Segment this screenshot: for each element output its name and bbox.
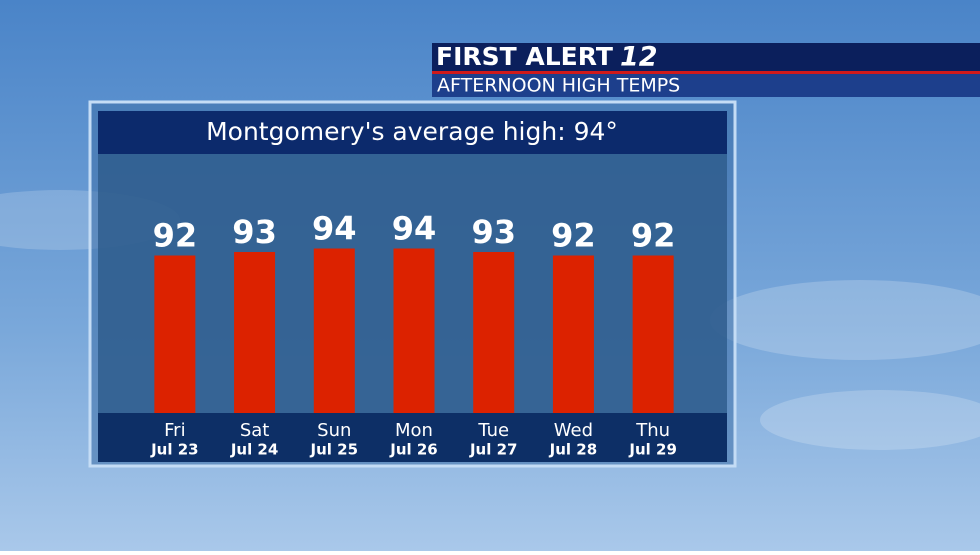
date-label: Jul 26 bbox=[389, 441, 438, 459]
value-label: 94 bbox=[312, 210, 357, 248]
date-label: Jul 23 bbox=[150, 441, 199, 459]
bar bbox=[632, 255, 674, 413]
header-stripe bbox=[432, 71, 980, 74]
bar bbox=[473, 252, 515, 413]
value-label: 94 bbox=[392, 210, 437, 248]
day-label: Sun bbox=[317, 420, 351, 441]
title-bar bbox=[98, 111, 727, 154]
channel-logo: 12 bbox=[620, 42, 658, 73]
date-label: Jul 27 bbox=[469, 441, 518, 459]
day-label: Sat bbox=[240, 420, 270, 441]
subtitle: AFTERNOON HIGH TEMPS bbox=[437, 75, 680, 97]
bar bbox=[154, 255, 196, 413]
bar bbox=[234, 252, 276, 413]
bar bbox=[393, 248, 435, 413]
value-label: 93 bbox=[232, 213, 277, 251]
day-label: Wed bbox=[554, 420, 593, 441]
bar bbox=[552, 255, 594, 413]
cloud bbox=[710, 280, 980, 360]
day-label: Tue bbox=[477, 420, 509, 441]
value-label: 92 bbox=[551, 217, 596, 255]
date-label: Jul 29 bbox=[628, 441, 677, 459]
day-label: Fri bbox=[164, 420, 185, 441]
date-label: Jul 25 bbox=[310, 441, 359, 459]
bar bbox=[313, 248, 355, 413]
label-strip bbox=[98, 413, 727, 462]
date-label: Jul 28 bbox=[549, 441, 598, 459]
value-label: 93 bbox=[471, 213, 516, 251]
date-label: Jul 24 bbox=[230, 441, 279, 459]
header-bar bbox=[432, 43, 980, 72]
cloud bbox=[760, 390, 980, 450]
chart-title: Montgomery's average high: 94° bbox=[206, 117, 618, 146]
subheader-bar bbox=[432, 74, 980, 97]
brand: FIRST ALERT bbox=[436, 42, 613, 71]
day-label: Mon bbox=[395, 420, 433, 441]
value-label: 92 bbox=[631, 217, 676, 255]
value-label: 92 bbox=[153, 217, 198, 255]
day-label: Thu bbox=[635, 420, 670, 441]
